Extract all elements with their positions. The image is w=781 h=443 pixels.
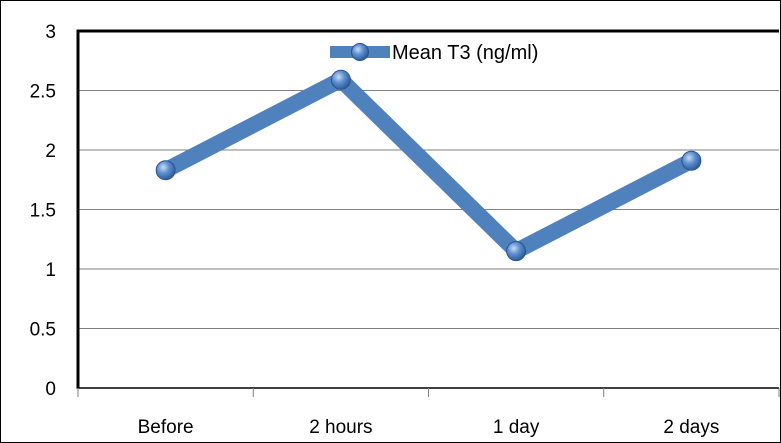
legend: Mean T3 (ng/ml)	[330, 42, 538, 64]
y-tick-label: 2	[45, 141, 56, 162]
x-tick-label: 2 days	[663, 417, 719, 438]
y-tick-label: 0.5	[30, 320, 56, 341]
y-tick-label: 1.5	[30, 201, 56, 222]
x-tick-labels: Before 2 hours 1 day 2 days	[138, 417, 720, 438]
axes	[76, 29, 779, 389]
data-point-0	[155, 160, 176, 181]
legend-label: Mean T3 (ng/ml)	[392, 42, 538, 64]
data-point-1	[330, 69, 351, 90]
data-point-3	[681, 150, 702, 171]
y-tick-label: 1	[45, 260, 56, 281]
legend-marker-swatch	[351, 43, 369, 61]
gridlines	[78, 90, 779, 329]
x-tick-label: Before	[138, 417, 194, 438]
x-tick-label: 1 day	[493, 417, 540, 438]
series-line-0	[161, 70, 696, 261]
series-markers	[155, 69, 702, 262]
data-point-2	[506, 241, 527, 262]
y-tick-label: 3	[45, 22, 56, 43]
y-tick-label: 0	[45, 379, 56, 400]
y-tick-labels: 0 0.5 1 1.5 2 2.5 3	[30, 22, 56, 400]
series-lines	[161, 70, 696, 261]
x-tick-label: 2 hours	[309, 417, 372, 438]
y-tick-label: 2.5	[30, 82, 56, 103]
x-ticks	[77, 388, 780, 397]
